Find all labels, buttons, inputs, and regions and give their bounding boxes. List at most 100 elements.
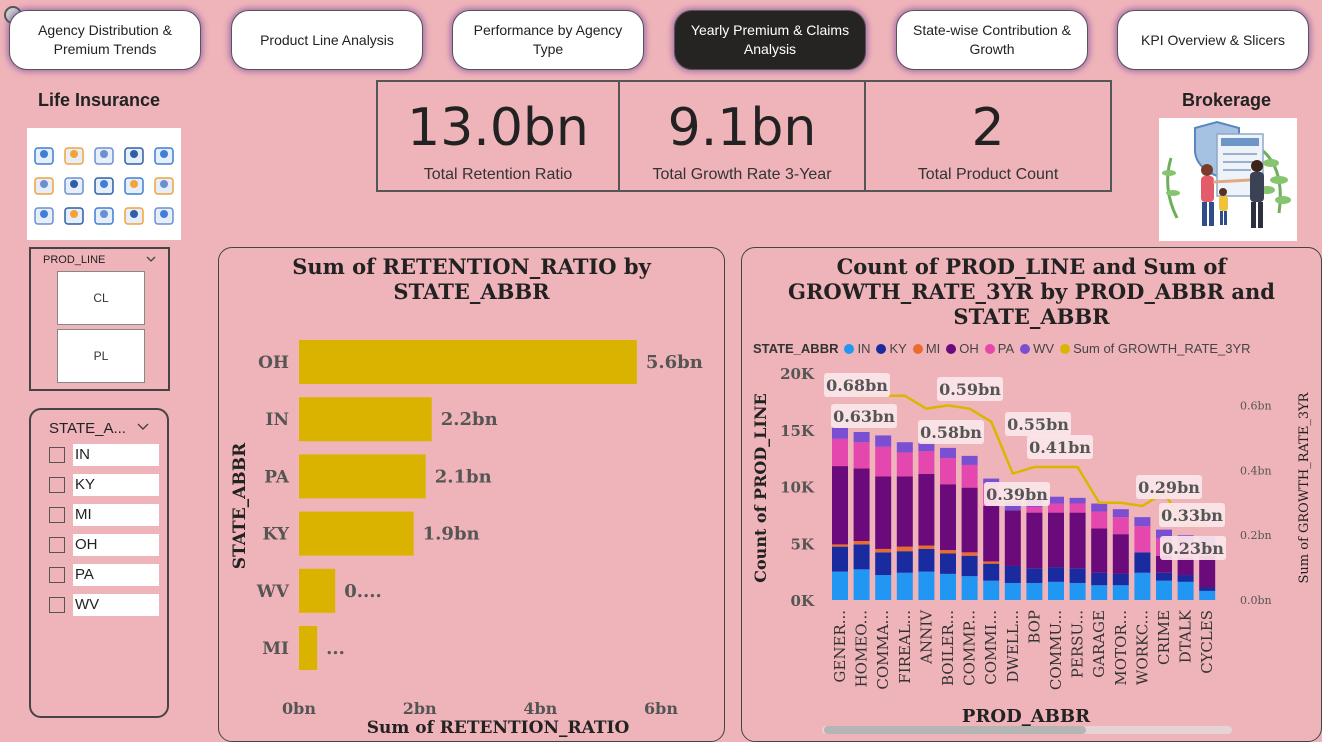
stacked-bar-segment[interactable] [1026, 506, 1043, 513]
prod-line-tile-pl[interactable]: PL [57, 329, 145, 383]
stacked-bar-segment[interactable] [983, 505, 1000, 562]
stacked-bar-segment[interactable] [896, 572, 913, 600]
stacked-bar-segment[interactable] [853, 432, 870, 443]
checkbox[interactable] [49, 507, 65, 523]
bar[interactable] [299, 454, 426, 499]
stacked-bar-segment[interactable] [1177, 581, 1194, 600]
legend-item[interactable]: Sum of GROWTH_RATE_3YR [1073, 341, 1251, 356]
stacked-bar-segment[interactable] [853, 468, 870, 541]
stacked-bar-segment[interactable] [832, 546, 848, 572]
stacked-bar-segment[interactable] [1004, 502, 1021, 511]
stacked-bar-segment[interactable] [853, 569, 870, 600]
prod-line-tile-cl[interactable]: CL [57, 271, 145, 325]
stacked-bar-segment[interactable] [1069, 568, 1086, 583]
stacked-bar-segment[interactable] [1091, 511, 1108, 529]
stacked-bar-segment[interactable] [983, 580, 1000, 600]
stacked-bar-segment[interactable] [918, 545, 935, 549]
nav-button-state-contribution[interactable]: State-wise Contribution & Growth [896, 10, 1088, 70]
stacked-bar-segment[interactable] [896, 476, 913, 547]
legend-item[interactable]: MI [925, 341, 941, 356]
stacked-bar-segment[interactable] [896, 546, 913, 552]
chevron-down-icon[interactable] [146, 255, 156, 263]
stacked-bar-segment[interactable] [1026, 568, 1043, 583]
bar[interactable] [299, 511, 414, 556]
state-option-in[interactable]: IN [49, 444, 159, 466]
stacked-bar-segment[interactable] [961, 576, 978, 600]
state-option-oh[interactable]: OH [49, 534, 159, 556]
stacked-bar-segment[interactable] [896, 452, 913, 477]
stacked-bar-segment[interactable] [1026, 512, 1043, 569]
stacked-bar-segment[interactable] [1069, 582, 1086, 600]
stacked-bar-segment[interactable] [1091, 585, 1108, 600]
stacked-bar-segment[interactable] [1134, 526, 1151, 553]
stacked-bar-segment[interactable] [1134, 572, 1151, 600]
stacked-bar-segment[interactable] [875, 435, 892, 447]
stacked-bar-segment[interactable] [875, 446, 892, 477]
stacked-bar-segment[interactable] [1026, 582, 1043, 600]
stacked-bar-segment[interactable] [940, 447, 956, 459]
stacked-bar-segment[interactable] [1199, 587, 1216, 591]
stacked-bar-segment[interactable] [1048, 512, 1064, 568]
stacked-bar-segment[interactable] [1069, 497, 1086, 504]
state-option-wv[interactable]: WV [49, 594, 159, 616]
stacked-bar-segment[interactable] [1069, 512, 1086, 569]
stacked-bar-segment[interactable] [1048, 567, 1064, 582]
nav-button-agency-type[interactable]: Performance by Agency Type [452, 10, 644, 70]
legend-item[interactable]: KY [889, 341, 907, 356]
stacked-bar-segment[interactable] [832, 571, 848, 600]
stacked-bar-segment[interactable] [1112, 573, 1129, 586]
bar[interactable] [299, 626, 318, 670]
nav-button-kpi-overview[interactable]: KPI Overview & Slicers [1117, 10, 1309, 70]
stacked-bar-segment[interactable] [961, 555, 978, 577]
nav-button-product-line[interactable]: Product Line Analysis [231, 10, 423, 70]
nav-button-yearly-premium[interactable]: Yearly Premium & Claims Analysis [674, 10, 866, 70]
stacked-bar-segment[interactable] [1134, 517, 1151, 527]
stacked-bar-segment[interactable] [875, 575, 892, 600]
stacked-bar-segment[interactable] [875, 476, 892, 549]
horizontal-scrollbar-thumb[interactable] [824, 726, 1086, 734]
bar[interactable] [299, 568, 336, 613]
stacked-bar-segment[interactable] [853, 442, 870, 469]
stacked-bar-segment[interactable] [983, 561, 1000, 564]
stacked-bar-segment[interactable] [1048, 496, 1064, 504]
stacked-bar-segment[interactable] [918, 451, 935, 475]
checkbox[interactable] [49, 567, 65, 583]
growth-rate-line[interactable] [839, 378, 1208, 527]
stacked-bar-segment[interactable] [1177, 558, 1194, 576]
stacked-bar-segment[interactable] [918, 474, 935, 546]
stacked-bar-segment[interactable] [896, 442, 913, 453]
legend-item[interactable]: IN [857, 341, 871, 356]
stacked-bar-segment[interactable] [918, 548, 935, 572]
stacked-bar-segment[interactable] [1091, 572, 1108, 586]
stacked-bar-segment[interactable] [1091, 528, 1108, 573]
stacked-bar-segment[interactable] [1134, 552, 1151, 573]
stacked-bar-segment[interactable] [1069, 503, 1086, 513]
legend-item[interactable]: OH [959, 341, 979, 356]
stacked-bar-segment[interactable] [1048, 503, 1064, 513]
stacked-bar-segment[interactable] [918, 442, 935, 452]
stacked-bar-segment[interactable] [1156, 580, 1172, 600]
stacked-bar-segment[interactable] [1112, 517, 1129, 535]
state-option-pa[interactable]: PA [49, 564, 159, 586]
stacked-bar-segment[interactable] [1112, 509, 1129, 518]
checkbox[interactable] [49, 447, 65, 463]
chevron-down-icon[interactable] [137, 422, 149, 431]
bar[interactable] [299, 340, 637, 384]
stacked-bar-segment[interactable] [940, 484, 956, 551]
stacked-bar-segment[interactable] [1048, 581, 1064, 600]
stacked-bar-segment[interactable] [853, 540, 870, 545]
legend-item[interactable]: WV [1033, 341, 1055, 356]
stacked-bar-segment[interactable] [896, 551, 913, 573]
stacked-bar-segment[interactable] [940, 458, 956, 485]
stacked-bar-segment[interactable] [1091, 503, 1108, 512]
stacked-bar-segment[interactable] [1004, 510, 1021, 566]
stacked-bar-segment[interactable] [940, 573, 956, 600]
stacked-bar-segment[interactable] [1004, 565, 1021, 583]
checkbox[interactable] [49, 477, 65, 493]
stacked-bar-segment[interactable] [853, 544, 870, 570]
stacked-bar-segment[interactable] [918, 571, 935, 600]
stacked-bar-segment[interactable] [832, 544, 848, 547]
state-option-ky[interactable]: KY [49, 474, 159, 496]
stacked-bar-segment[interactable] [983, 563, 1000, 581]
stacked-bar-segment[interactable] [940, 553, 956, 574]
